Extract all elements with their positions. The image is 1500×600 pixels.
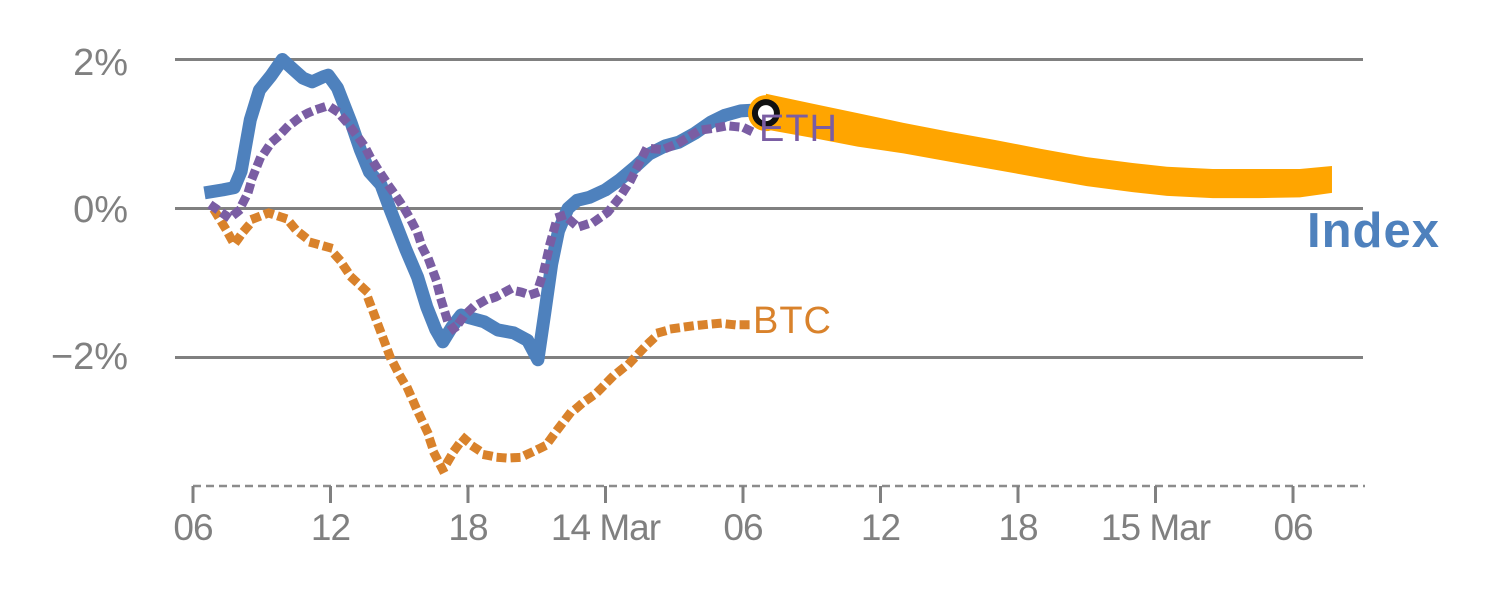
x-tick-label-7: 15 Mar [1100, 507, 1211, 548]
y-tick-label-0pct: 0% [73, 189, 128, 231]
x-tick-label-3: 14 Mar [550, 507, 661, 548]
x-tick-label-6: 18 [998, 507, 1038, 548]
x-tick-label-2: 18 [448, 507, 488, 548]
x-tick-label-4: 06 [723, 507, 763, 548]
x-tick-label-0: 06 [173, 507, 213, 548]
y-tick-label-2pct: 2% [73, 42, 128, 84]
eth-series-label: ETH [759, 108, 838, 150]
x-tick-label-1: 12 [310, 507, 351, 548]
index-series-label: Index [1307, 204, 1440, 258]
x-tick-label-8: 06 [1273, 507, 1313, 548]
y-tick-label-neg2pct: −2% [50, 336, 128, 378]
x-tick-label-5: 12 [860, 507, 901, 548]
btc-series-label: BTC [753, 300, 832, 342]
